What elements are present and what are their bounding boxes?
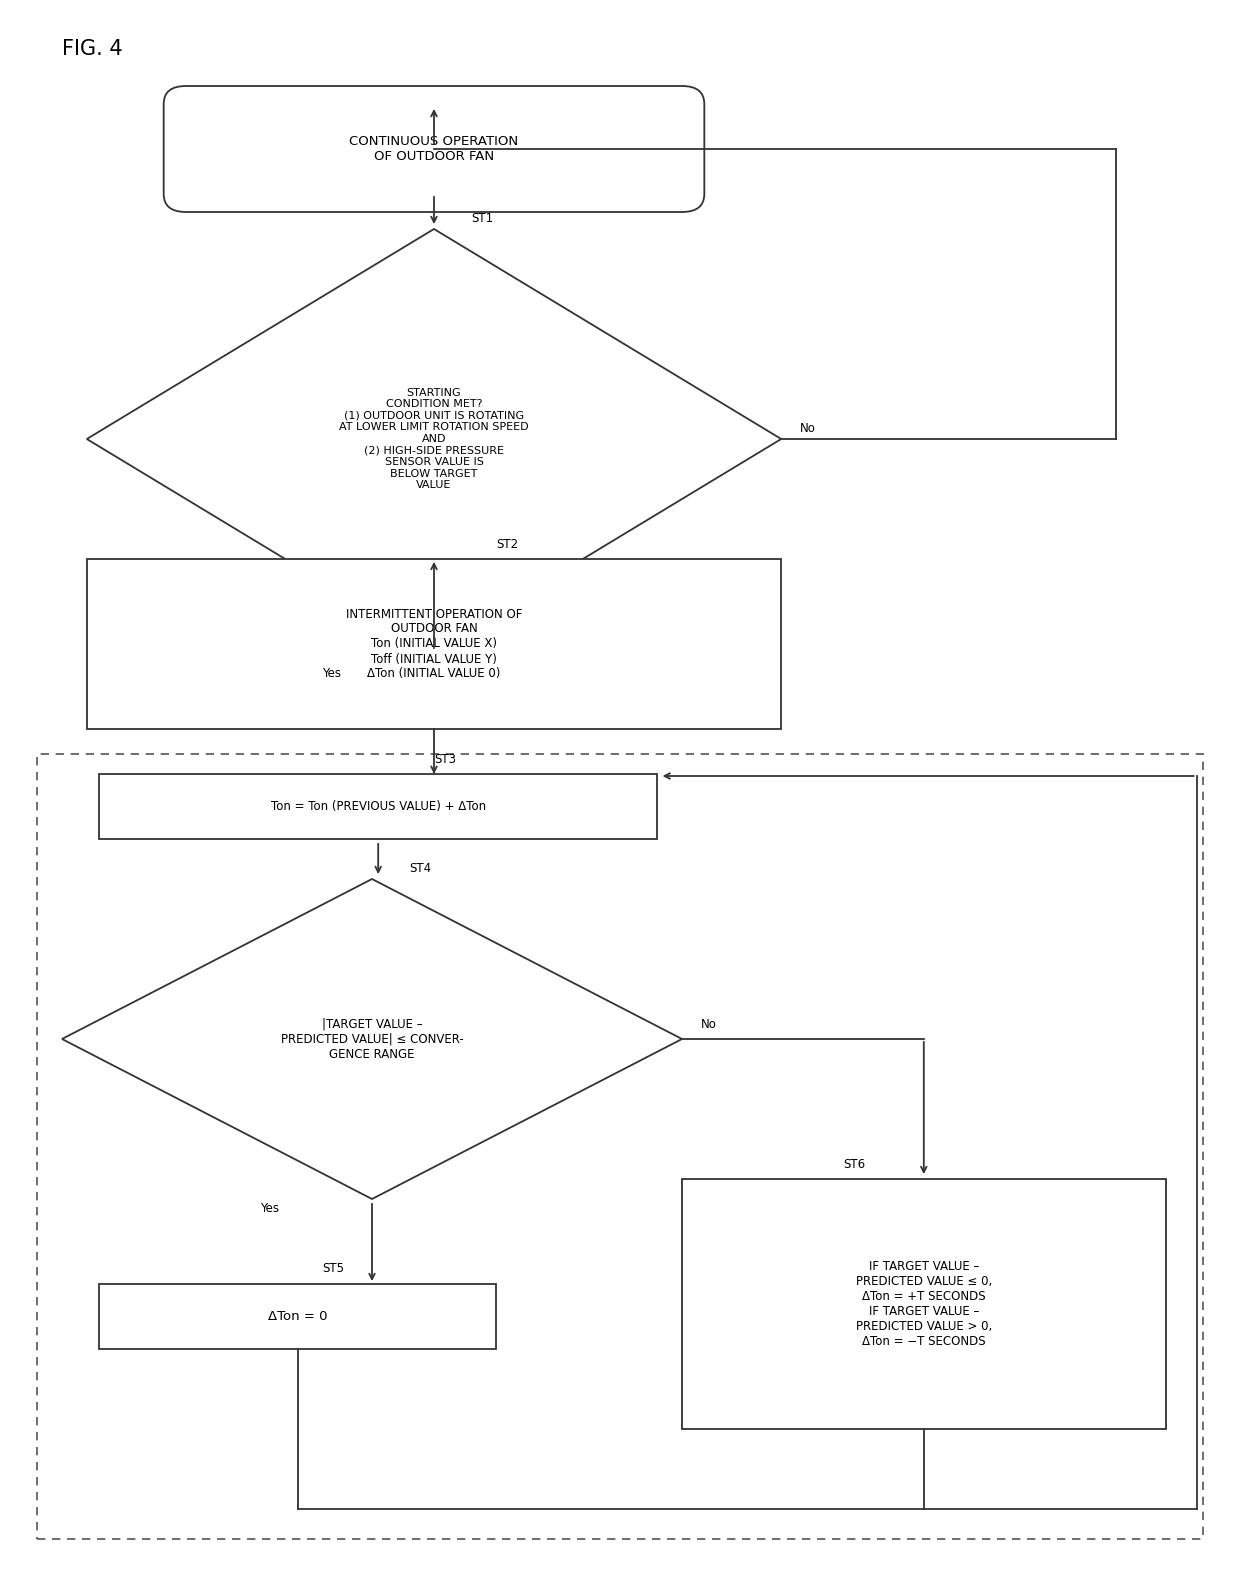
Text: ST6: ST6 [843,1157,866,1170]
Text: ST1: ST1 [471,213,494,226]
Polygon shape [87,229,781,649]
FancyBboxPatch shape [164,85,704,212]
Text: ST2: ST2 [496,537,518,551]
Text: No: No [701,1017,717,1031]
Text: Ton = Ton (PREVIOUS VALUE) + ΔTon: Ton = Ton (PREVIOUS VALUE) + ΔTon [270,801,486,813]
Bar [99,774,657,838]
Bar [37,755,1203,1540]
Text: CONTINUOUS OPERATION
OF OUTDOOR FAN: CONTINUOUS OPERATION OF OUTDOOR FAN [350,134,518,163]
Text: ST4: ST4 [409,862,432,875]
Polygon shape [62,880,682,1198]
Bar [87,559,781,729]
Text: ΔTon = 0: ΔTon = 0 [268,1311,327,1323]
Text: INTERMITTENT OPERATION OF
OUTDOOR FAN
Ton (INITIAL VALUE X)
Toff (INITIAL VALUE : INTERMITTENT OPERATION OF OUTDOOR FAN To… [346,608,522,681]
Text: Yes: Yes [322,668,341,681]
Text: FIG. 4: FIG. 4 [62,39,123,58]
Text: |TARGET VALUE –
PREDICTED VALUE| ≤ CONVER-
GENCE RANGE: |TARGET VALUE – PREDICTED VALUE| ≤ CONVE… [280,1017,464,1061]
Text: ST5: ST5 [322,1263,345,1276]
Text: ST3: ST3 [434,753,456,766]
Text: Yes: Yes [260,1203,279,1216]
Text: STARTING
CONDITION MET?
(1) OUTDOOR UNIT IS ROTATING
AT LOWER LIMIT ROTATION SPE: STARTING CONDITION MET? (1) OUTDOOR UNIT… [340,387,528,491]
Bar [99,1284,496,1348]
Bar [682,1180,1166,1429]
Text: IF TARGET VALUE –
PREDICTED VALUE ≤ 0,
ΔTon = +T SECONDS
IF TARGET VALUE –
PREDI: IF TARGET VALUE – PREDICTED VALUE ≤ 0, Δ… [856,1260,992,1348]
Text: No: No [800,423,816,436]
